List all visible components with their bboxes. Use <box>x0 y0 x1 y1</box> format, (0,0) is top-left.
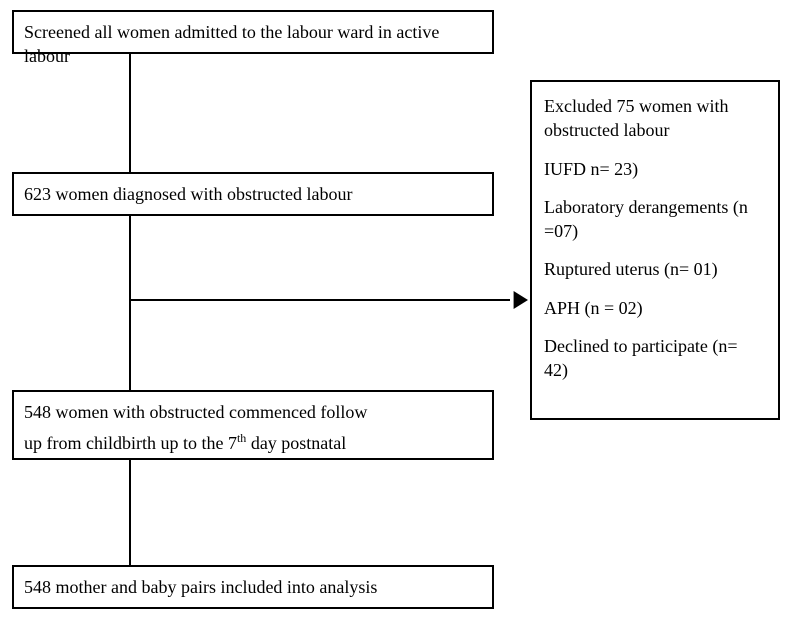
text-excluded-line: Laboratory derangements (n =07) <box>544 195 766 244</box>
text-excluded-line: APH (n = 02) <box>544 296 766 320</box>
text-excluded-line: IUFD n= 23) <box>544 157 766 181</box>
box-included: 548 mother and baby pairs included into … <box>12 565 494 609</box>
text-followup-line: up from childbirth up to the 7th day pos… <box>24 430 482 455</box>
text-included: 548 mother and baby pairs included into … <box>24 575 482 599</box>
text-excluded-line: Declined to participate (n= 42) <box>544 334 766 383</box>
box-excluded: Excluded 75 women with obstructed labour… <box>530 80 780 420</box>
text-followup-line: 548 women with obstructed commenced foll… <box>24 400 482 424</box>
text-excluded-line: Ruptured uterus (n= 01) <box>544 257 766 281</box>
box-followup: 548 women with obstructed commenced foll… <box>12 390 494 460</box>
box-screened: Screened all women admitted to the labou… <box>12 10 494 54</box>
text-screened: Screened all women admitted to the labou… <box>24 20 482 69</box>
text-diagnosed: 623 women diagnosed with obstructed labo… <box>24 182 482 206</box>
text-excluded-line: Excluded 75 women with obstructed labour <box>544 94 766 143</box>
box-diagnosed: 623 women diagnosed with obstructed labo… <box>12 172 494 216</box>
